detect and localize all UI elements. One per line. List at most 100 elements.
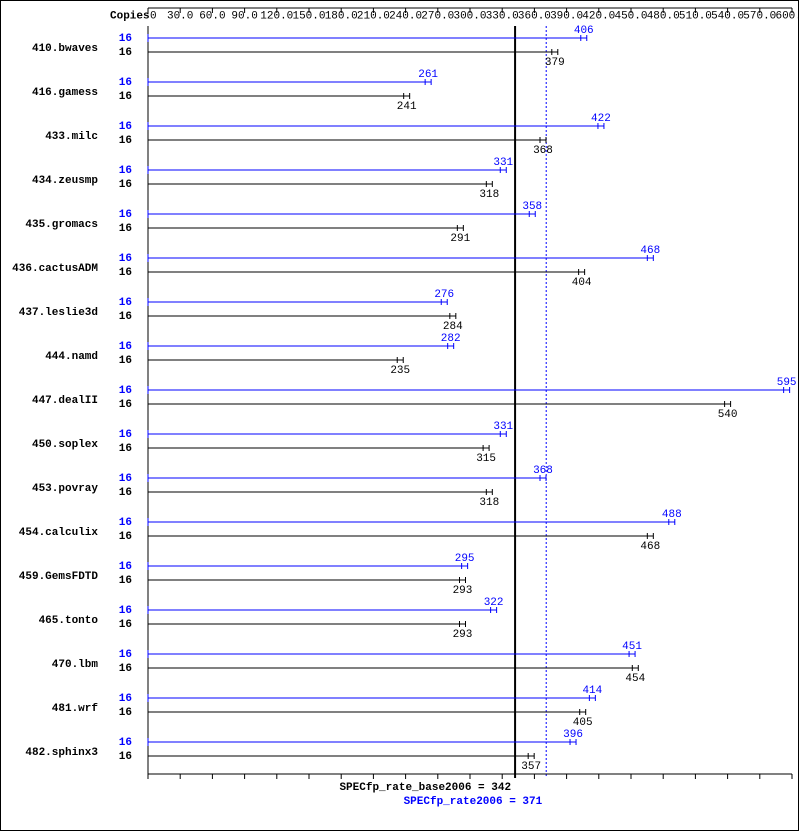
copies-peak: 16 bbox=[119, 121, 132, 133]
copies-base: 16 bbox=[119, 135, 132, 147]
x-tick-label: 360.0 bbox=[518, 10, 551, 22]
value-label: 282 bbox=[441, 333, 461, 345]
benchmark-label: 453.povray bbox=[32, 483, 98, 495]
value-label: 261 bbox=[418, 69, 438, 81]
copies-base: 16 bbox=[119, 751, 132, 763]
value-label: 396 bbox=[563, 729, 583, 741]
value-label: 315 bbox=[476, 453, 496, 465]
value-label: 468 bbox=[640, 245, 660, 257]
copies-peak: 16 bbox=[119, 209, 132, 221]
value-label: 540 bbox=[718, 409, 738, 421]
copies-base: 16 bbox=[119, 267, 132, 279]
x-tick-label: 510.0 bbox=[679, 10, 712, 22]
value-label: 322 bbox=[484, 597, 504, 609]
copies-base: 16 bbox=[119, 443, 132, 455]
copies-peak: 16 bbox=[119, 605, 132, 617]
copies-base: 16 bbox=[119, 619, 132, 631]
x-tick-label: 450.0 bbox=[614, 10, 647, 22]
value-label: 379 bbox=[545, 57, 565, 69]
copies-peak: 16 bbox=[119, 385, 132, 397]
x-tick-label: 60.0 bbox=[199, 10, 225, 22]
value-label: 331 bbox=[493, 157, 513, 169]
copies-peak: 16 bbox=[119, 473, 132, 485]
x-tick-label: 540.0 bbox=[711, 10, 744, 22]
copies-peak: 16 bbox=[119, 517, 132, 529]
copies-peak: 16 bbox=[119, 561, 132, 573]
copies-base: 16 bbox=[119, 399, 132, 411]
x-tick-label: 240.0 bbox=[389, 10, 422, 22]
value-label: 368 bbox=[533, 465, 553, 477]
copies-peak: 16 bbox=[119, 429, 132, 441]
copies-base: 16 bbox=[119, 487, 132, 499]
x-tick-label: 570.0 bbox=[743, 10, 776, 22]
benchmark-label: 444.namd bbox=[45, 351, 98, 363]
copies-peak: 16 bbox=[119, 77, 132, 89]
value-label: 284 bbox=[443, 321, 463, 333]
value-label: 291 bbox=[450, 233, 470, 245]
value-label: 318 bbox=[479, 189, 499, 201]
copies-peak: 16 bbox=[119, 33, 132, 45]
value-label: 595 bbox=[777, 377, 797, 389]
copies-peak: 16 bbox=[119, 341, 132, 353]
copies-header: Copies bbox=[110, 10, 150, 22]
benchmark-label: 450.soplex bbox=[32, 439, 98, 451]
benchmark-label: 482.sphinx3 bbox=[25, 747, 98, 759]
copies-peak: 16 bbox=[119, 297, 132, 309]
refline-label: SPECfp_rate2006 = 371 bbox=[404, 796, 543, 808]
copies-peak: 16 bbox=[119, 693, 132, 705]
x-tick-label: 150.0 bbox=[292, 10, 325, 22]
copies-base: 16 bbox=[119, 531, 132, 543]
benchmark-label: 434.zeusmp bbox=[32, 175, 98, 187]
value-label: 422 bbox=[591, 113, 611, 125]
x-tick-label: 600.0 bbox=[775, 10, 799, 22]
copies-base: 16 bbox=[119, 575, 132, 587]
benchmark-label: 447.dealII bbox=[32, 395, 98, 407]
x-tick-label: 90.0 bbox=[231, 10, 257, 22]
benchmark-label: 470.lbm bbox=[52, 659, 99, 671]
x-tick-label: 480.0 bbox=[647, 10, 680, 22]
copies-peak: 16 bbox=[119, 253, 132, 265]
benchmark-label: 454.calculix bbox=[19, 527, 99, 539]
value-label: 368 bbox=[533, 145, 553, 157]
value-label: 358 bbox=[522, 201, 542, 213]
benchmark-label: 433.milc bbox=[45, 131, 98, 143]
value-label: 331 bbox=[493, 421, 513, 433]
benchmark-label: 437.leslie3d bbox=[19, 307, 98, 319]
copies-base: 16 bbox=[119, 311, 132, 323]
copies-base: 16 bbox=[119, 223, 132, 235]
x-tick-label: 0 bbox=[150, 10, 157, 22]
value-label: 468 bbox=[640, 541, 660, 553]
value-label: 293 bbox=[453, 629, 473, 641]
value-label: 414 bbox=[582, 685, 602, 697]
x-tick-label: 420.0 bbox=[582, 10, 615, 22]
copies-peak: 16 bbox=[119, 165, 132, 177]
x-tick-label: 120.0 bbox=[260, 10, 293, 22]
spec-chart: 030.060.090.0120.0150.0180.0210.0240.027… bbox=[0, 0, 799, 831]
x-tick-label: 210.0 bbox=[357, 10, 390, 22]
value-label: 295 bbox=[455, 553, 475, 565]
value-label: 357 bbox=[521, 761, 541, 773]
benchmark-label: 410.bwaves bbox=[32, 43, 98, 55]
benchmark-label: 416.gamess bbox=[32, 87, 98, 99]
copies-peak: 16 bbox=[119, 737, 132, 749]
value-label: 406 bbox=[574, 25, 594, 37]
value-label: 451 bbox=[622, 641, 642, 653]
copies-base: 16 bbox=[119, 663, 132, 675]
value-label: 241 bbox=[397, 101, 417, 113]
benchmark-label: 465.tonto bbox=[39, 615, 99, 627]
benchmark-label: 435.gromacs bbox=[25, 219, 98, 231]
x-tick-label: 270.0 bbox=[421, 10, 454, 22]
value-label: 488 bbox=[662, 509, 682, 521]
benchmark-label: 436.cactusADM bbox=[12, 263, 98, 275]
copies-base: 16 bbox=[119, 179, 132, 191]
value-label: 276 bbox=[434, 289, 454, 301]
x-tick-label: 30.0 bbox=[167, 10, 193, 22]
value-label: 318 bbox=[479, 497, 499, 509]
x-tick-label: 390.0 bbox=[550, 10, 583, 22]
value-label: 404 bbox=[572, 277, 592, 289]
copies-base: 16 bbox=[119, 355, 132, 367]
copies-peak: 16 bbox=[119, 649, 132, 661]
value-label: 405 bbox=[573, 717, 593, 729]
copies-base: 16 bbox=[119, 91, 132, 103]
benchmark-label: 481.wrf bbox=[52, 703, 99, 715]
